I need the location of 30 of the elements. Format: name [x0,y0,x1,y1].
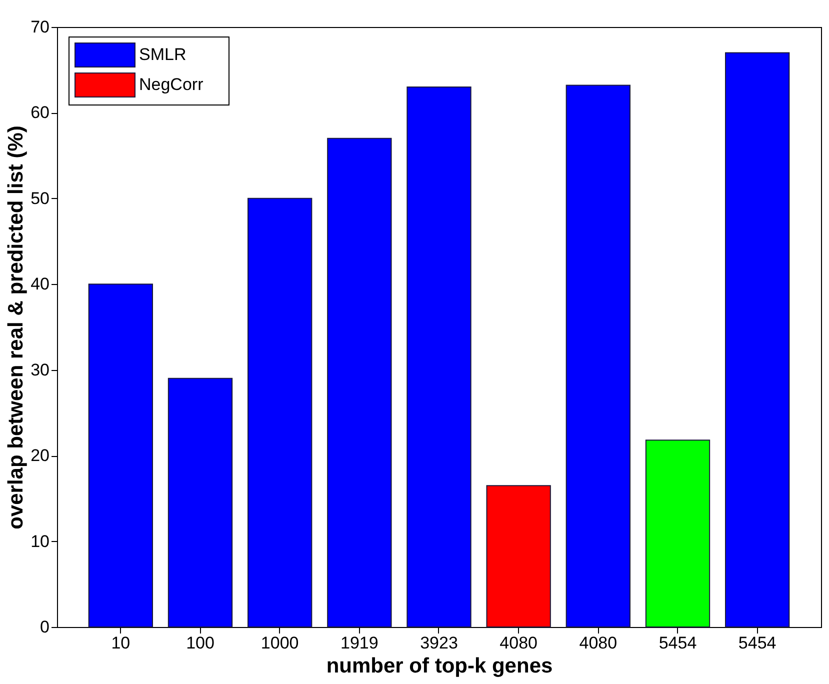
bar [645,440,710,628]
bar [248,198,312,628]
bar [406,86,472,628]
legend-label: NegCorr [139,75,204,94]
y-tick-label: 30 [30,360,50,380]
x-tick-label: 10 [111,634,130,652]
x-tick-label: 1919 [340,634,378,652]
x-tick-label: 5454 [738,634,776,652]
bar [88,284,153,628]
y-tick-label: 50 [30,188,50,208]
bar [168,378,233,628]
x-tick-label: 4080 [500,634,538,652]
x-axis-title: number of top-k genes [326,654,553,678]
y-tick-label: 40 [30,274,50,294]
bar [486,485,551,628]
bar [327,138,392,628]
legend-label: SMLR [139,45,186,64]
y-tick-label: 60 [30,103,50,122]
x-tick-label: 5454 [658,634,697,652]
y-tick-label: 0 [40,618,50,636]
x-tick-label: 100 [186,634,214,652]
y-tick-label: 10 [30,532,50,551]
x-tick-label: 3923 [420,634,458,652]
bar [566,84,630,628]
y-tick-label: 20 [30,446,50,466]
y-tick-label: 70 [30,18,50,36]
bar [725,52,790,628]
y-axis-title: overlap between real & predicted list (%) [4,126,28,530]
x-tick-label: 1000 [260,634,299,652]
x-tick-label: 4080 [579,634,618,652]
